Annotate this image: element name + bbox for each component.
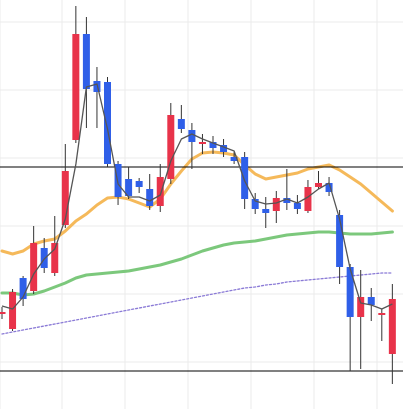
- candle-body: [156, 177, 164, 206]
- candle-body: [220, 145, 228, 152]
- candle-body: [146, 189, 154, 206]
- candle-body: [325, 183, 333, 192]
- candle-down: [325, 177, 333, 196]
- candle-down: [220, 139, 228, 157]
- candles: [0, 6, 396, 384]
- candle-body: [125, 179, 133, 196]
- candle-down: [82, 17, 90, 128]
- candle-body: [72, 34, 80, 140]
- candle-body: [135, 181, 143, 187]
- candle-body: [315, 183, 322, 187]
- candle-body: [82, 34, 90, 89]
- candle-up: [167, 103, 175, 184]
- candle-body: [177, 119, 185, 129]
- candle-down: [40, 238, 48, 273]
- candle-down: [336, 210, 344, 284]
- candle-down: [209, 136, 217, 154]
- candle-body: [357, 297, 365, 317]
- candle-down: [188, 123, 196, 169]
- candle-up: [198, 134, 206, 154]
- candle-down: [293, 195, 301, 214]
- candle-down: [230, 152, 238, 164]
- candle-down: [346, 264, 354, 371]
- candle-body: [241, 157, 249, 199]
- horizontal-levels: [0, 166, 403, 372]
- candle-body: [293, 203, 301, 209]
- candle-body: [367, 297, 375, 305]
- candle-body: [251, 199, 259, 209]
- candle-up: [272, 191, 280, 223]
- candle-down: [262, 197, 270, 228]
- candle-up: [9, 289, 17, 331]
- candle-body: [304, 187, 312, 211]
- candle-down: [19, 276, 27, 306]
- moving-averages: [0, 150, 394, 335]
- candle-down: [135, 178, 143, 193]
- candle-body: [388, 299, 396, 354]
- candle-body: [378, 313, 386, 315]
- candle-down: [283, 169, 291, 210]
- candle-body: [40, 248, 48, 268]
- candle-up: [156, 164, 164, 212]
- candle-up: [315, 171, 322, 189]
- candle-body: [198, 142, 206, 144]
- candle-up: [0, 307, 6, 319]
- candle-down: [177, 105, 185, 133]
- candle-body: [61, 171, 69, 225]
- short-line-layer: [1, 83, 393, 310]
- candle-up: [357, 270, 365, 369]
- candle-body: [0, 312, 6, 314]
- candle-down: [146, 174, 154, 210]
- candle-down: [93, 67, 101, 128]
- candle-body: [188, 130, 196, 142]
- candle-body: [167, 115, 175, 179]
- candle-body: [51, 243, 59, 273]
- candle-body: [9, 292, 17, 329]
- candle-body: [230, 157, 238, 161]
- candle-body: [209, 142, 217, 148]
- series-line-ma-long: [0, 230, 394, 297]
- candle-up: [61, 144, 69, 228]
- candle-up: [378, 309, 386, 341]
- candle-body: [346, 267, 354, 317]
- candle-up: [72, 6, 80, 143]
- series-line-ma-trend: [1, 272, 394, 335]
- candle-up: [388, 284, 396, 384]
- series-line-short: [1, 83, 393, 310]
- candle-up: [51, 216, 59, 276]
- candle-body: [272, 198, 280, 211]
- series-line-ma-mid: [0, 150, 394, 256]
- candle-up: [30, 226, 38, 294]
- candle-body: [336, 215, 344, 267]
- candle-down: [125, 167, 133, 199]
- candle-body: [262, 209, 270, 213]
- candle-body: [104, 82, 111, 164]
- candle-down: [104, 77, 111, 167]
- candle-body: [19, 278, 27, 299]
- candle-body: [30, 243, 38, 291]
- candle-down: [251, 193, 259, 214]
- candle-body: [283, 198, 291, 203]
